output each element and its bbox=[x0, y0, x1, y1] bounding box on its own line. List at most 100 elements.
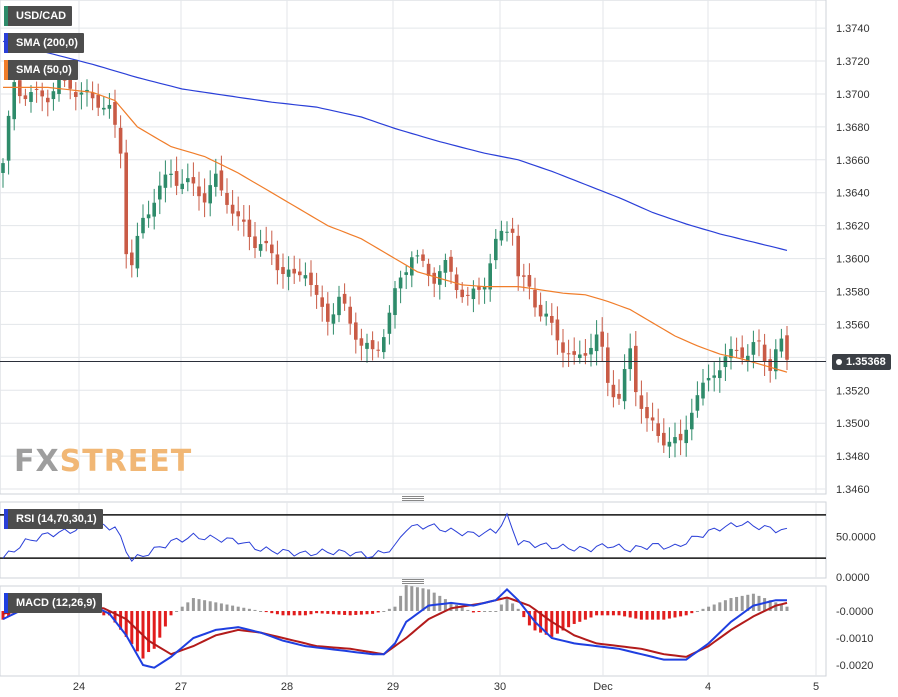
macd-histogram-bar bbox=[662, 611, 666, 620]
candle-body bbox=[622, 369, 627, 402]
candle-body bbox=[326, 303, 330, 322]
legend-sma50[interactable]: SMA (50,0) bbox=[4, 60, 78, 80]
macd-histogram-bar bbox=[723, 600, 727, 611]
candle-body bbox=[191, 177, 196, 184]
candle-body bbox=[186, 178, 190, 183]
price-tick-label: 1.3700 bbox=[836, 89, 870, 101]
candle-body bbox=[382, 337, 386, 353]
candle-body bbox=[135, 235, 140, 269]
candle-body bbox=[337, 296, 341, 316]
macd-histogram-bar bbox=[561, 611, 565, 631]
panel-resize-handle-1[interactable] bbox=[402, 496, 424, 502]
fxstreet-watermark: FXSTREET bbox=[14, 444, 192, 479]
candle-body bbox=[505, 231, 509, 233]
candle-body bbox=[57, 79, 61, 94]
legend-macd[interactable]: MACD (12,26,9) bbox=[4, 593, 103, 613]
candle-body bbox=[460, 289, 464, 298]
macd-histogram-bar bbox=[679, 611, 683, 617]
candle-body bbox=[494, 238, 498, 261]
macd-histogram-bar bbox=[522, 611, 526, 618]
macd-histogram-bar bbox=[415, 587, 419, 611]
candle-body bbox=[522, 275, 526, 277]
legend-sma200[interactable]: SMA (200,0) bbox=[4, 33, 84, 53]
candle-body bbox=[706, 377, 711, 381]
rsi-swatch bbox=[4, 509, 8, 529]
macd-histogram-bar bbox=[628, 611, 632, 618]
macd-histogram-bar bbox=[623, 611, 627, 617]
main-panel-border bbox=[0, 0, 827, 495]
macd-histogram-bar bbox=[751, 593, 755, 611]
sma50-line bbox=[3, 86, 788, 373]
macd-histogram-bar bbox=[169, 611, 173, 616]
candle-body bbox=[639, 395, 644, 409]
candle-body bbox=[208, 185, 212, 204]
rsi-panel-border bbox=[0, 501, 827, 579]
macd-histogram-bar bbox=[326, 611, 330, 614]
macd-histogram-bar bbox=[147, 611, 151, 653]
candle-body bbox=[701, 382, 705, 399]
candle-body bbox=[785, 335, 789, 360]
macd-histogram-bar bbox=[410, 586, 414, 611]
candle-body bbox=[370, 340, 375, 350]
macd-swatch bbox=[4, 593, 8, 613]
candle-body bbox=[583, 353, 588, 356]
macd-histogram-bar bbox=[292, 611, 296, 616]
macd-histogram-bar bbox=[359, 611, 363, 615]
candle-body bbox=[124, 152, 128, 255]
candle-body bbox=[466, 294, 470, 296]
candle-body bbox=[488, 263, 492, 290]
candle-body bbox=[23, 95, 28, 100]
macd-histogram-bar bbox=[595, 611, 599, 616]
legend-rsi[interactable]: RSI (14,70,30,1) bbox=[4, 509, 103, 529]
candle-body bbox=[12, 82, 16, 120]
price-tick-label: 1.3480 bbox=[836, 451, 870, 463]
macd-histogram-bar bbox=[102, 611, 106, 616]
candle-body bbox=[314, 285, 319, 295]
price-tick-label: 1.3640 bbox=[836, 188, 870, 200]
candle-body bbox=[718, 370, 722, 379]
macd-histogram-bar bbox=[735, 596, 739, 611]
macd-histogram-bar bbox=[281, 611, 285, 616]
time-axis: 24 27 28 29 30 Dec 4 5 bbox=[73, 681, 819, 693]
candle-body bbox=[253, 236, 257, 249]
macd-histogram-bar bbox=[701, 608, 705, 611]
candle-body bbox=[673, 437, 677, 444]
candle-body bbox=[152, 202, 156, 217]
price-tick-label: 1.3580 bbox=[836, 287, 870, 299]
macd-histogram-bar bbox=[578, 611, 582, 622]
macd-histogram-bar bbox=[270, 611, 274, 614]
candle-body bbox=[225, 193, 229, 205]
legend-macd-label: MACD (12,26,9) bbox=[16, 597, 97, 609]
candle-body bbox=[555, 319, 560, 341]
candle-body bbox=[729, 348, 733, 359]
candle-body bbox=[499, 230, 504, 241]
macd-histogram-bar bbox=[180, 606, 184, 611]
time-tick-label: 27 bbox=[175, 681, 187, 693]
candle-body bbox=[365, 342, 369, 349]
candle-body bbox=[331, 314, 336, 324]
candle-body bbox=[734, 349, 739, 351]
candle-body bbox=[102, 107, 106, 110]
macd-histogram-bar bbox=[740, 595, 744, 611]
candle-body bbox=[712, 375, 716, 378]
price-tick-label: 1.3520 bbox=[836, 385, 870, 397]
panel-resize-handle-2[interactable] bbox=[402, 579, 424, 585]
macd-histogram-bar bbox=[583, 611, 587, 620]
macd-histogram-bar bbox=[203, 600, 207, 611]
macd-histogram-bar bbox=[1, 611, 5, 620]
candle-body bbox=[544, 313, 548, 317]
macd-histogram-bar bbox=[505, 598, 509, 611]
legend-pair[interactable]: USD/CAD bbox=[4, 6, 73, 26]
candle-body bbox=[690, 412, 694, 430]
candle-body bbox=[46, 97, 50, 103]
macd-panel: -0.0000 -0.0010 -0.0020 bbox=[0, 585, 873, 677]
macd-histogram-bar bbox=[354, 611, 358, 615]
candle-body bbox=[264, 240, 268, 244]
candle-body bbox=[230, 204, 235, 214]
candle-body bbox=[404, 272, 408, 275]
macd-histogram-bar bbox=[483, 611, 487, 612]
candle-body bbox=[298, 271, 302, 276]
candle-body bbox=[421, 254, 425, 261]
candle-body bbox=[158, 185, 162, 200]
candle-body bbox=[348, 306, 352, 324]
